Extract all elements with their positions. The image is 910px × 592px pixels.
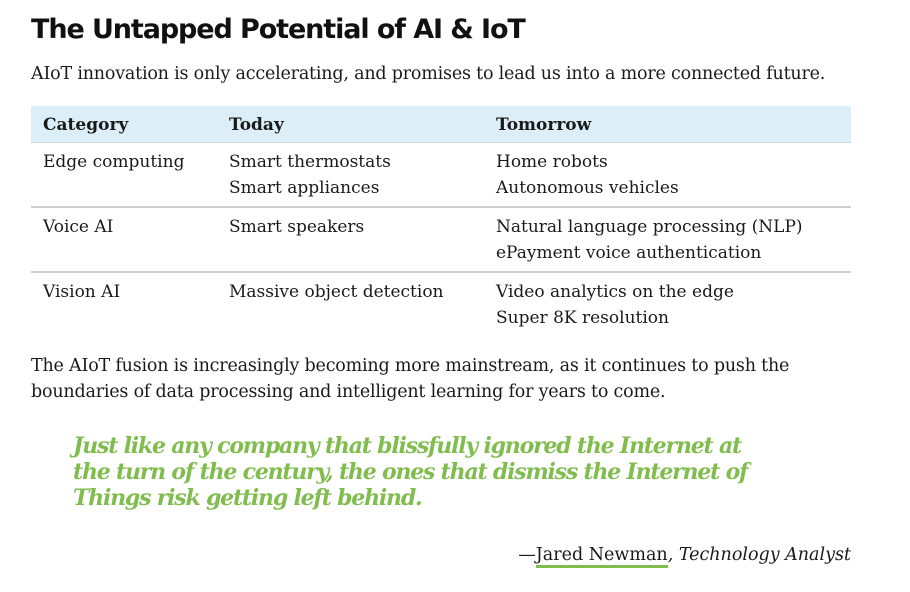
comparison-table: Category Today Tomorrow Edge computing S…	[31, 106, 851, 337]
cell-text: Voice AI	[43, 217, 114, 237]
table-row: Vision AI Massive object detection Video…	[31, 271, 851, 337]
cell-text: Autonomous vehicles	[496, 178, 679, 198]
cell-tomorrow: Video analytics on the edge Super 8K res…	[496, 279, 734, 331]
article-intro: AIoT innovation is only accelerating, an…	[31, 64, 826, 84]
cell-text: Natural language processing (NLP)	[496, 217, 803, 237]
cell-text: Smart thermostats	[229, 152, 391, 172]
quote-attribution: —Jared Newman, Technology Analyst	[518, 543, 851, 568]
table-header: Category Today Tomorrow	[31, 106, 851, 142]
cell-category: Voice AI	[43, 214, 113, 240]
quote-line: Just like any company that blissfully ig…	[73, 433, 742, 459]
cell-text: Super 8K resolution	[496, 308, 669, 328]
closing-line: boundaries of data processing and intell…	[31, 382, 666, 402]
cell-text: ePayment voice authentication	[496, 243, 762, 263]
pull-quote: Just like any company that blissfully ig…	[73, 433, 749, 511]
cell-text: Edge computing	[43, 152, 185, 172]
cell-text: Home robots	[496, 152, 608, 172]
cell-text: Smart appliances	[229, 178, 380, 198]
author-role: , Technology Analyst	[667, 545, 851, 565]
cell-category: Edge computing	[43, 149, 184, 175]
header-tomorrow: Tomorrow	[496, 115, 592, 135]
cell-text: Massive object detection	[229, 282, 444, 302]
closing-paragraph: The AIoT fusion is increasingly becoming…	[31, 353, 831, 405]
closing-line: The AIoT fusion is increasingly becoming…	[31, 356, 790, 376]
author-link[interactable]: Jared Newman	[535, 545, 668, 568]
quote-line: Things risk getting left behind.	[73, 485, 423, 511]
cell-text: Video analytics on the edge	[496, 282, 734, 302]
table-row: Voice AI Smart speakers Natural language…	[31, 206, 851, 271]
header-category: Category	[43, 115, 129, 135]
header-today: Today	[229, 115, 284, 135]
cell-tomorrow: Home robots Autonomous vehicles	[496, 149, 679, 201]
cell-today: Smart speakers	[229, 214, 364, 240]
cell-text: Smart speakers	[229, 217, 365, 237]
cell-today: Massive object detection	[229, 279, 444, 305]
attribution-dash: —	[518, 545, 536, 565]
cell-text: Vision AI	[43, 282, 121, 302]
cell-tomorrow: Natural language processing (NLP) ePayme…	[496, 214, 803, 266]
table-row: Edge computing Smart thermostats Smart a…	[31, 142, 851, 206]
quote-line: the turn of the century, the ones that d…	[73, 459, 749, 485]
article-title: The Untapped Potential of AI & IoT	[31, 14, 526, 45]
cell-today: Smart thermostats Smart appliances	[229, 149, 391, 201]
cell-category: Vision AI	[43, 279, 120, 305]
